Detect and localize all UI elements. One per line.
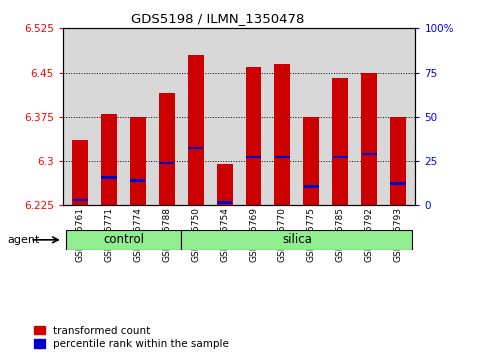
Bar [275, 156, 290, 158]
Text: silica: silica [282, 233, 312, 246]
Legend: transformed count, percentile rank within the sample: transformed count, percentile rank withi… [34, 326, 229, 349]
Bar [101, 114, 117, 205]
Bar [245, 67, 261, 205]
Bar [390, 117, 406, 205]
Bar [101, 176, 116, 179]
Bar [362, 153, 377, 155]
Text: agent: agent [7, 235, 40, 245]
Bar [130, 117, 146, 205]
Bar [159, 162, 174, 164]
Bar [333, 156, 348, 158]
Bar [361, 73, 377, 205]
Text: control: control [103, 233, 144, 246]
Text: GDS5198 / ILMN_1350478: GDS5198 / ILMN_1350478 [131, 12, 304, 25]
Bar [130, 179, 145, 182]
Bar [66, 230, 181, 250]
Bar [217, 164, 233, 205]
Bar [304, 185, 319, 188]
Bar [181, 230, 412, 250]
Bar [188, 55, 204, 205]
Bar [332, 79, 348, 205]
Bar [390, 182, 406, 185]
Bar [303, 117, 319, 205]
Bar [274, 64, 290, 205]
Bar [72, 199, 88, 201]
Bar [246, 156, 261, 158]
Bar [217, 201, 232, 204]
Bar [188, 147, 203, 149]
Bar [72, 141, 88, 205]
Bar [159, 93, 175, 205]
